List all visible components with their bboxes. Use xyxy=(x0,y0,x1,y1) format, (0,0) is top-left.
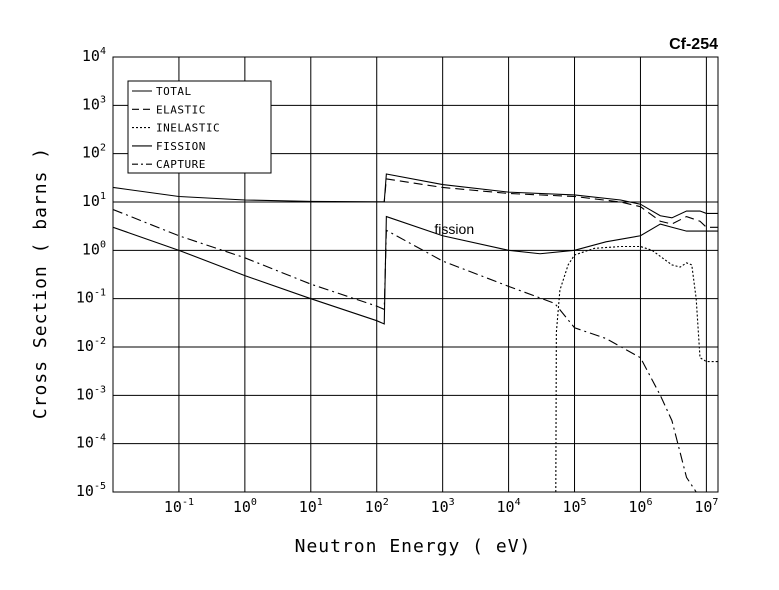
plot-frame xyxy=(112,56,719,493)
y-tick-labels: 10-5 10-4 10-3 10-2 10-1 100 101 102 103 104 xyxy=(76,46,106,500)
legend-box xyxy=(127,80,272,174)
y-tick-label: 10-1 xyxy=(76,288,106,307)
x-tick-label: 103 xyxy=(431,497,455,516)
series-layer xyxy=(113,173,718,492)
series-line-total xyxy=(113,173,718,219)
legend: TOTAL ELASTIC INELASTIC FISSION CAPTURE xyxy=(127,80,272,174)
y-tick-label: 100 xyxy=(82,239,106,258)
legend-label-elastic: ELASTIC xyxy=(156,103,206,116)
y-tick-label: 102 xyxy=(82,143,106,162)
x-tick-label: 102 xyxy=(365,497,389,516)
x-tick-label: 104 xyxy=(497,497,521,516)
annotation-label: fission xyxy=(434,221,474,237)
y-tick-label: 104 xyxy=(82,46,106,65)
y-axis-label: Cross Section ( barns ) xyxy=(30,147,51,419)
legend-label-total: TOTAL xyxy=(156,85,192,98)
y-tick-label: 101 xyxy=(82,191,106,210)
legend-label-inelastic: INELASTIC xyxy=(156,122,220,135)
legend-label-capture: CAPTURE xyxy=(156,158,206,171)
x-tick-label: 100 xyxy=(233,497,257,516)
x-tick-label: 105 xyxy=(562,497,586,516)
series-line-elastic xyxy=(113,178,718,228)
y-tick-label: 10-5 xyxy=(76,481,106,500)
legend-label-fission: FISSION xyxy=(156,140,206,153)
x-tick-labels: 10-1 100 101 102 103 104 105 106 107 xyxy=(164,497,719,516)
series-lines xyxy=(113,173,718,492)
y-tick-label: 10-3 xyxy=(76,384,106,403)
y-tick-label: 103 xyxy=(82,94,106,113)
annotations: fission xyxy=(434,221,474,237)
y-tick-label: 10-2 xyxy=(76,336,106,355)
series-line-capture xyxy=(113,208,697,492)
x-tick-label: 10-1 xyxy=(164,497,194,516)
chart-title: Cf-254 xyxy=(669,36,718,53)
y-tick-label: 10-4 xyxy=(76,433,106,452)
series-line-inelastic xyxy=(555,245,718,492)
x-tick-label: 106 xyxy=(628,497,652,516)
series-line-fission xyxy=(113,215,718,325)
x-axis-label: Neutron Energy ( eV) xyxy=(295,536,532,557)
x-tick-label: 107 xyxy=(694,497,718,516)
grid xyxy=(113,56,718,493)
x-tick-label: 101 xyxy=(299,497,323,516)
